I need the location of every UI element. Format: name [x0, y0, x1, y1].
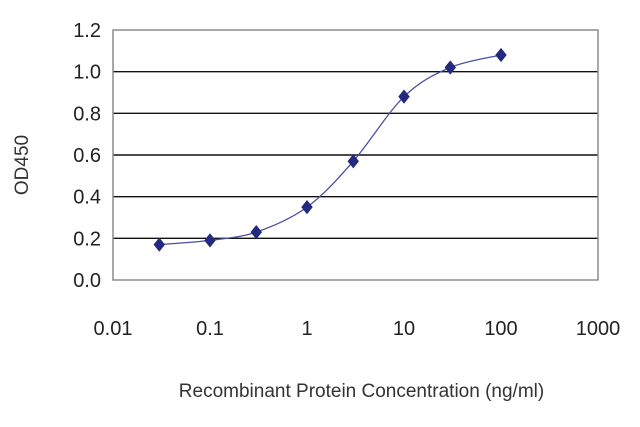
data-point — [301, 199, 313, 215]
gridlines — [113, 70, 598, 240]
x-tick-label: 0.01 — [94, 318, 133, 340]
data-point — [444, 60, 456, 75]
y-tick-label: 0.2 — [73, 228, 101, 250]
y-tick-label: 1.0 — [73, 62, 101, 84]
data-point — [153, 237, 165, 252]
y-tick-label: 0.6 — [73, 145, 101, 167]
fit-curve — [159, 54, 502, 246]
x-tick-label: 1000 — [576, 318, 621, 340]
data-point — [250, 224, 262, 240]
y-tick-labels: 0.0 0.2 0.4 0.6 0.8 1.0 1.2 — [73, 20, 101, 292]
x-tick-label: 10 — [393, 318, 415, 340]
x-tick-label: 0.1 — [196, 318, 224, 340]
x-tick-label: 1 — [301, 318, 312, 340]
y-tick-label: 0.4 — [73, 187, 101, 209]
data-point — [495, 47, 507, 63]
data-point — [204, 233, 216, 248]
data-point — [347, 154, 359, 169]
data-point — [398, 89, 410, 104]
y-tick-label: 0.0 — [73, 270, 101, 292]
plot-area — [112, 29, 599, 281]
data-markers — [153, 47, 507, 252]
x-tick-labels: 0.01 0.1 1 10 100 1000 — [94, 318, 621, 340]
x-axis-label: Recombinant Protein Concentration (ng/ml… — [179, 381, 544, 402]
y-tick-label: 0.8 — [73, 103, 101, 125]
x-tick-label: 100 — [484, 318, 517, 340]
y-tick-label: 1.2 — [73, 20, 101, 42]
y-axis-label: OD450 — [12, 135, 33, 195]
